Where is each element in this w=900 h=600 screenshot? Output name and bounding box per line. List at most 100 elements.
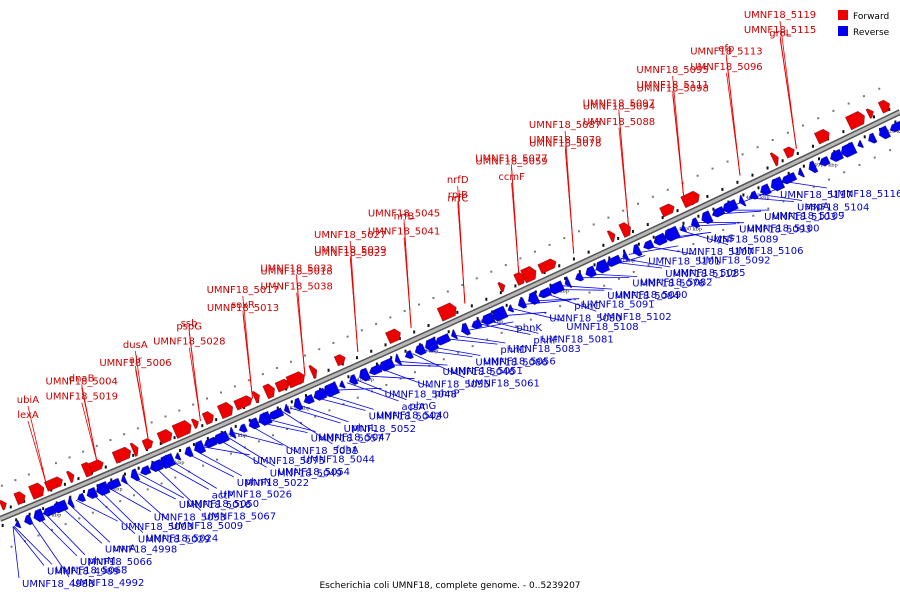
reverse-gene-arrow — [451, 329, 458, 340]
position-dot — [202, 464, 205, 467]
position-dot — [767, 207, 770, 210]
reverse-gene-label: UMNF18_5054 — [278, 467, 350, 478]
forward-gene-arrow — [606, 230, 616, 243]
forward-gene-arrow — [680, 190, 700, 209]
position-dot — [475, 277, 478, 280]
reverse-gene-label: phnP — [435, 388, 460, 399]
reverse-leader-line — [387, 364, 440, 367]
reverse-leader-line — [757, 193, 803, 201]
position-dot — [741, 153, 744, 156]
position-dot — [544, 311, 547, 314]
forward-leader-line — [511, 182, 520, 279]
position-dot — [519, 257, 522, 260]
position-dot — [327, 368, 330, 372]
reverse-gene-label: phnF — [533, 336, 558, 347]
position-dot — [766, 166, 769, 170]
forward-gene-label: ubiA — [17, 395, 39, 406]
forward-gene-label: ssb — [181, 318, 198, 329]
kbp-tick-label: 4880 kbp — [611, 258, 635, 264]
legend-reverse-swatch — [838, 26, 848, 36]
forward-gene-arrow — [813, 128, 830, 145]
position-dot — [632, 270, 635, 273]
reverse-gene-arrow — [415, 343, 427, 356]
position-dot — [607, 216, 610, 219]
reverse-gene-label: UMNF18_5040 — [377, 410, 449, 421]
forward-gene-arrow — [385, 328, 401, 344]
forward-gene-label: ccmF — [498, 172, 525, 183]
position-dot — [515, 325, 518, 328]
position-dot — [137, 466, 140, 470]
position-dot — [706, 195, 709, 199]
position-dot — [752, 214, 755, 217]
position-dot — [398, 336, 401, 340]
forward-gene-label: UMNF18_5027 — [314, 230, 386, 241]
reverse-gene-arrow — [86, 487, 99, 499]
reverse-gene-label: fdhA — [336, 445, 359, 456]
reverse-gene-label: UMNF18_5093 — [739, 225, 811, 236]
position-dot — [159, 442, 162, 446]
reverse-gene-label: UMNF18_5048 — [385, 389, 457, 400]
position-dot — [593, 263, 596, 267]
reverse-gene-arrow — [33, 508, 46, 523]
position-dot — [109, 439, 112, 442]
position-dot — [647, 264, 650, 267]
reverse-gene-arrow — [575, 272, 585, 282]
position-dot — [234, 424, 237, 428]
position-dot — [572, 257, 575, 261]
reverse-leader-line — [731, 188, 778, 207]
position-dot — [384, 343, 387, 347]
position-dot — [132, 494, 135, 497]
position-dot — [42, 507, 45, 511]
position-dot — [608, 256, 611, 260]
legend-forward-swatch — [838, 10, 848, 20]
reverse-gene-arrow — [712, 206, 726, 218]
reverse-leader-line — [478, 323, 531, 335]
forward-gene-label: UMNF18_5059 — [475, 157, 547, 168]
position-dot — [261, 373, 264, 376]
reverse-gene-label: UMNF18_5057 — [311, 434, 383, 445]
forward-gene-arrow — [520, 266, 537, 284]
position-dot — [818, 157, 821, 161]
position-dot — [504, 264, 507, 267]
reverse-gene-arrow — [238, 423, 248, 433]
forward-leader-line — [27, 405, 48, 487]
position-dot — [500, 331, 503, 334]
genome-axis — [0, 109, 900, 522]
position-dot — [471, 345, 474, 348]
reverse-gene-label: UMNF18_5076 — [632, 279, 704, 290]
reverse-gene-label: phnG — [410, 401, 437, 412]
position-dot — [78, 517, 81, 520]
reverse-gene-label: UMNF18_5091 — [582, 300, 654, 311]
reverse-gene-label: phnM — [88, 556, 116, 567]
reverse-leader-line — [628, 245, 679, 255]
forward-gene-label: UMNF18_5094 — [583, 102, 655, 113]
reverse-gene-label: UMNF18_5051 — [451, 366, 523, 377]
reverse-gene-label: UMNF18_5089 — [706, 234, 778, 245]
reverse-gene-label: phnK — [516, 323, 542, 334]
position-dot — [10, 545, 13, 548]
reverse-leader-line — [250, 425, 300, 455]
reverse-leader-line — [13, 525, 53, 565]
reverse-gene-arrow — [632, 243, 643, 257]
position-dot — [304, 354, 307, 357]
forward-gene-label: UMNF18_5004 — [46, 377, 118, 388]
forward-gene-arrow — [274, 378, 290, 393]
reverse-gene-label: UMNF18_5046 — [443, 367, 515, 378]
forward-gene-label: UMNF18_5023 — [314, 248, 386, 259]
reverse-gene-label: UMNF18_5029 — [138, 535, 210, 546]
position-dot — [375, 322, 378, 325]
position-dot — [201, 424, 204, 428]
forward-gene-arrow — [13, 491, 26, 506]
reverse-gene-label: UMNF18_5061 — [468, 379, 540, 390]
position-dot — [666, 188, 669, 191]
reverse-gene-label: UMNF18_5101 — [648, 257, 720, 268]
position-dot — [721, 187, 724, 191]
reverse-gene-arrow — [595, 258, 611, 274]
forward-leader-line — [564, 149, 575, 254]
position-dot — [662, 257, 665, 260]
position-dot — [119, 500, 122, 503]
reverse-leader-line — [106, 486, 151, 512]
forward-gene-label: UMNF18_5017 — [207, 285, 279, 296]
position-dot — [617, 277, 620, 280]
reverse-gene-label: UMNF18_5100 — [747, 224, 819, 235]
